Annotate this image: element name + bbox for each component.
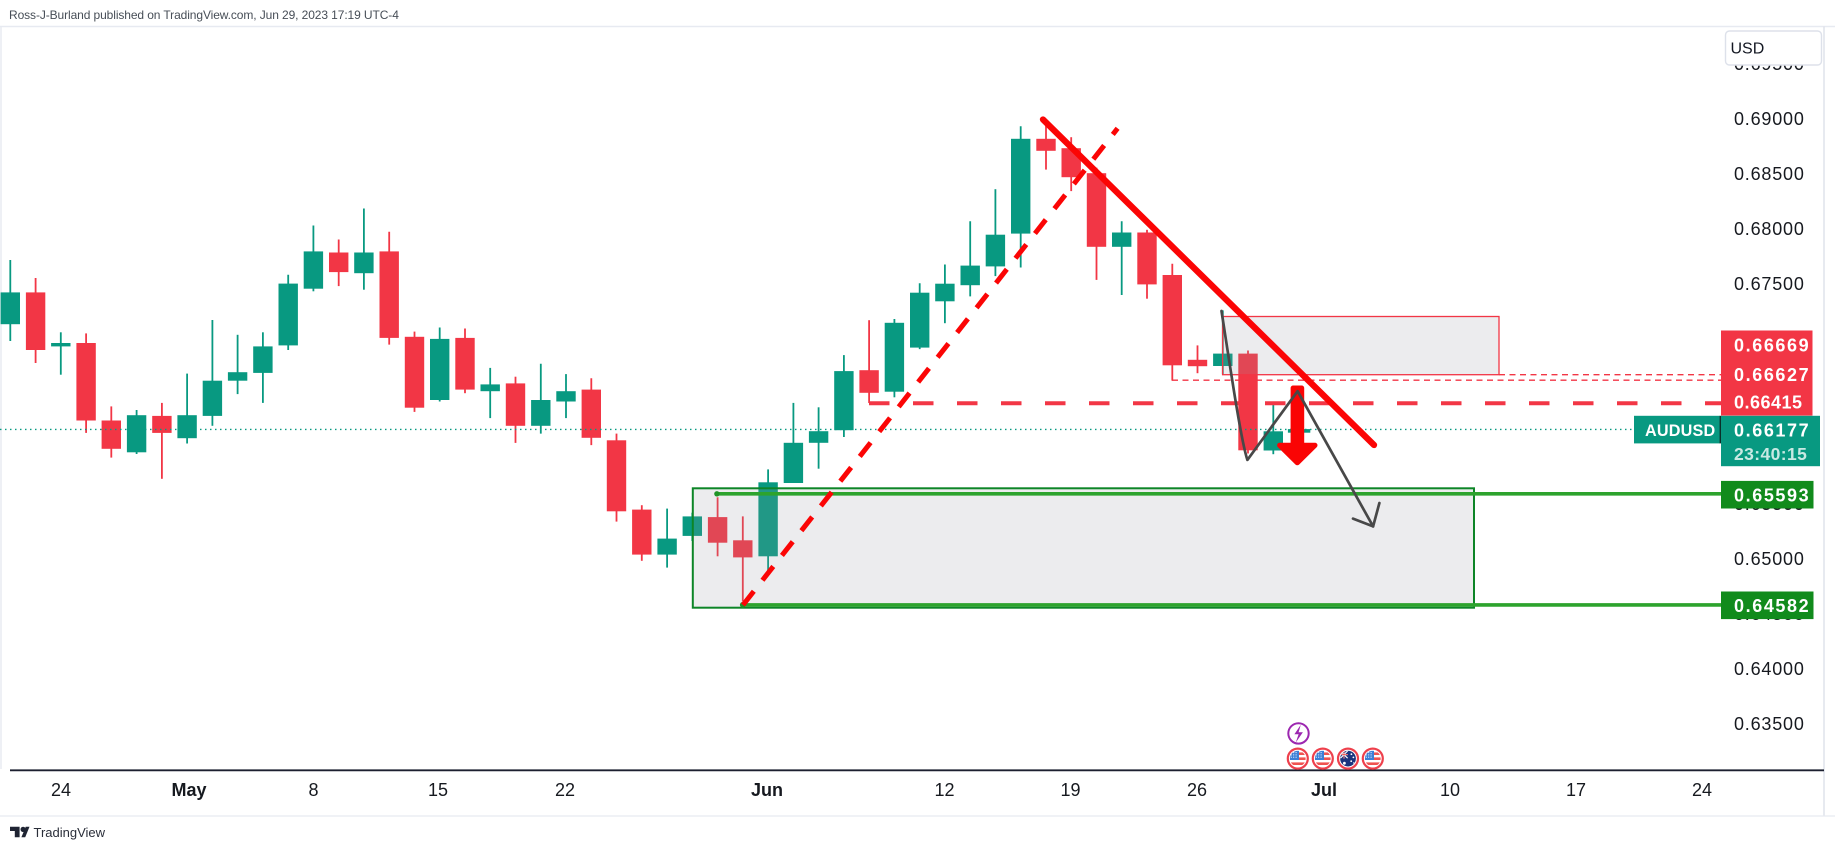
- svg-text:0.66415: 0.66415: [1734, 393, 1803, 413]
- svg-text:0.67500: 0.67500: [1734, 274, 1805, 294]
- svg-text:0.69000: 0.69000: [1734, 109, 1805, 129]
- svg-text:17: 17: [1566, 780, 1586, 800]
- svg-text:Jul: Jul: [1311, 780, 1337, 800]
- svg-text:0.65000: 0.65000: [1734, 549, 1805, 569]
- svg-text:0.66669: 0.66669: [1734, 335, 1810, 355]
- svg-text:24: 24: [1692, 780, 1712, 800]
- svg-text:0.65593: 0.65593: [1734, 486, 1810, 506]
- svg-text:Jun: Jun: [751, 780, 783, 800]
- svg-text:19: 19: [1060, 780, 1080, 800]
- svg-text:12: 12: [934, 780, 954, 800]
- svg-text:May: May: [171, 780, 206, 800]
- svg-text:23:40:15: 23:40:15: [1734, 444, 1807, 464]
- svg-text:0.66177: 0.66177: [1734, 421, 1810, 441]
- svg-text:26: 26: [1187, 780, 1207, 800]
- svg-text:0.63500: 0.63500: [1734, 714, 1805, 734]
- svg-text:AUDUSD: AUDUSD: [1645, 422, 1716, 440]
- svg-text:0.68000: 0.68000: [1734, 219, 1805, 239]
- svg-text:15: 15: [428, 780, 448, 800]
- svg-text:Ross-J-Burland published on Tr: Ross-J-Burland published on TradingView.…: [9, 8, 399, 22]
- svg-text:10: 10: [1440, 780, 1460, 800]
- svg-text:8: 8: [308, 780, 318, 800]
- svg-text:24: 24: [51, 780, 71, 800]
- svg-text:TradingView: TradingView: [34, 825, 106, 840]
- svg-text:0.66627: 0.66627: [1734, 365, 1810, 385]
- svg-text:22: 22: [555, 780, 575, 800]
- svg-text:0.64000: 0.64000: [1734, 659, 1805, 679]
- svg-text:USD: USD: [1731, 41, 1765, 58]
- svg-text:0.68500: 0.68500: [1734, 164, 1805, 184]
- svg-text:0.64582: 0.64582: [1734, 596, 1810, 616]
